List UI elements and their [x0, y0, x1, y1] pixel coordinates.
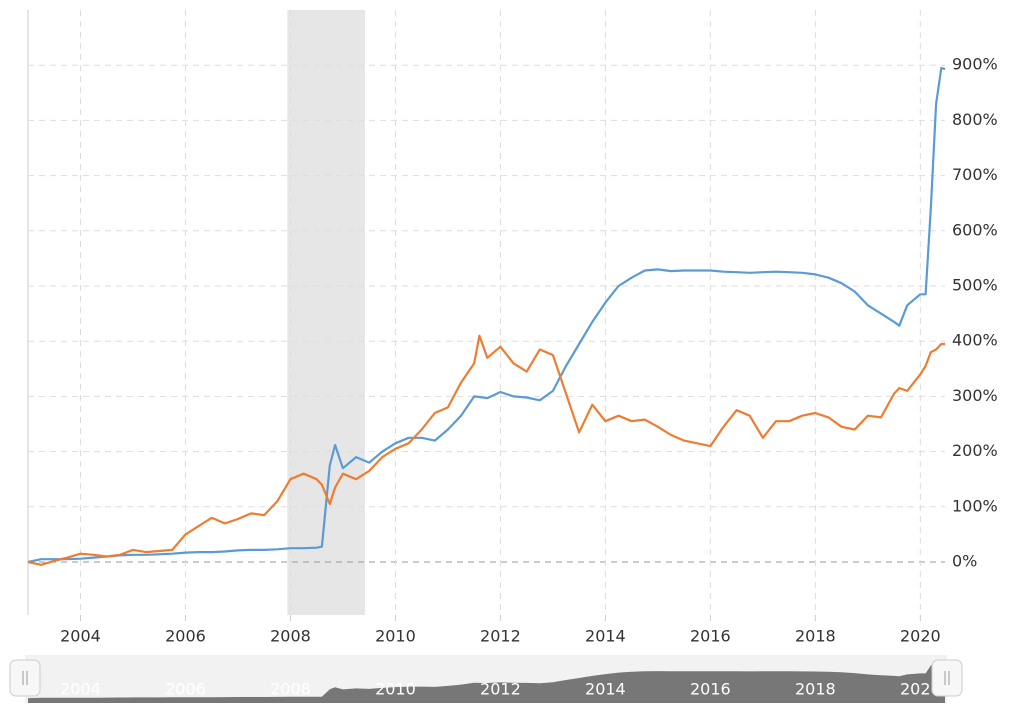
y-tick-label: 0%	[952, 552, 977, 571]
y-tick-label: 900%	[952, 55, 998, 74]
x-tick-label: 2016	[690, 627, 731, 646]
y-tick-label: 800%	[952, 110, 998, 129]
navigator-tick-label: 2004	[60, 680, 101, 699]
navigator-tick-label: 2018	[795, 680, 836, 699]
y-tick-label: 700%	[952, 165, 998, 184]
navigator-tick-label: 2016	[690, 680, 731, 699]
navigator-tick-label: 2006	[165, 680, 206, 699]
x-tick-label: 2020	[900, 627, 941, 646]
navigator-area	[28, 660, 945, 703]
y-tick-label: 600%	[952, 220, 998, 239]
recession-band	[287, 10, 365, 615]
x-tick-label: 2004	[60, 627, 101, 646]
y-tick-label: 500%	[952, 276, 998, 295]
series-line	[27, 66, 946, 564]
x-tick-label: 2012	[480, 627, 521, 646]
navigator: 2004 2006 2008 2010 2012 2014 2016 2018 2020	[28, 660, 945, 703]
x-tick-label: 2014	[585, 627, 626, 646]
navigator-tick-label: 2012	[480, 680, 521, 699]
series-line	[27, 334, 945, 566]
y-tick-label: 300%	[952, 386, 998, 405]
y-tick-label: 400%	[952, 331, 998, 350]
y-tick-label: 200%	[952, 441, 998, 460]
x-tick-label: 2018	[795, 627, 836, 646]
y-tick-label: 100%	[952, 496, 998, 515]
navigator-tick-label: 2008	[270, 680, 311, 699]
x-tick-label: 2010	[375, 627, 416, 646]
x-tick-label: 2008	[270, 627, 311, 646]
navigator-handle-right[interactable]	[931, 659, 963, 697]
navigator-tick-label: 2014	[585, 680, 626, 699]
navigator-handle-left[interactable]	[9, 659, 41, 697]
navigator-tick-label: 2020	[900, 680, 941, 699]
navigator-tick-label: 2010	[375, 680, 416, 699]
x-tick-label: 2006	[165, 627, 206, 646]
